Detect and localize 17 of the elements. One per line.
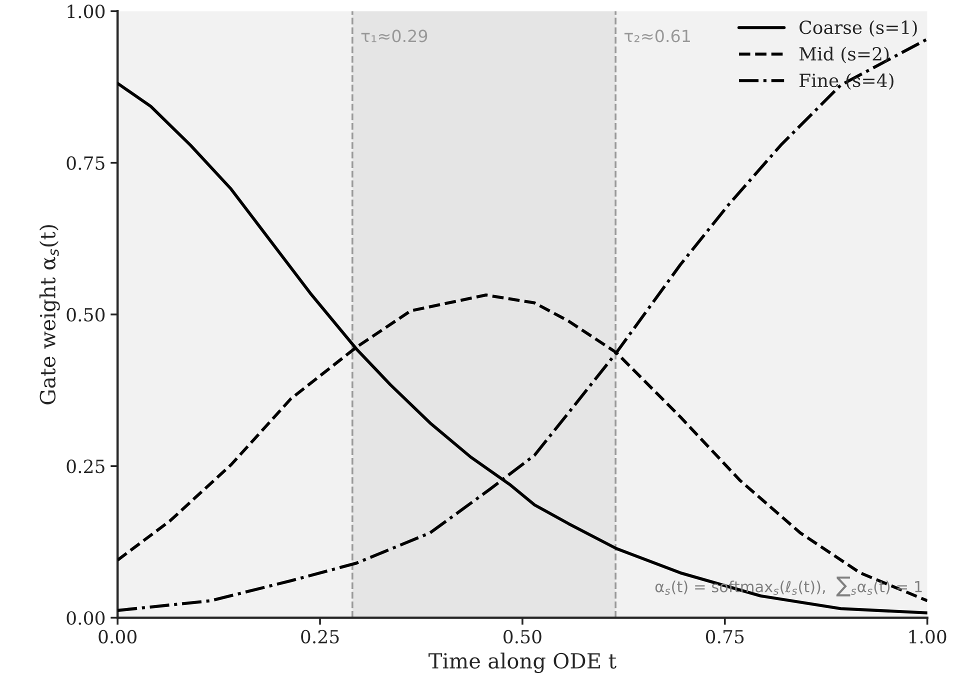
y-axis-title: Gate weight α$_{s}$(t) [39, 225, 60, 404]
ref-line-label: τ₂≈0.61 [624, 30, 690, 42]
x-tick-label: 0.25 [301, 630, 339, 644]
y-tick-label: 0.25 [66, 460, 104, 474]
legend-label: Mid (s=2) [799, 46, 889, 64]
legend-label: Fine (s=4) [800, 73, 894, 90]
x-tick-label: 0.00 [98, 630, 136, 644]
y-tick-label: 0.00 [66, 611, 105, 625]
y-tick-label: 1.00 [68, 4, 105, 18]
x-tick-label: 0.75 [706, 630, 744, 644]
y-tick-label: 0.50 [66, 308, 105, 322]
x-tick-label: 0.50 [504, 630, 542, 644]
x-tick-label: 1.00 [909, 630, 946, 644]
legend-label: Coarse (s=1) [800, 20, 917, 37]
x-axis-title: Time along ODE t [428, 652, 616, 674]
y-tick-label: 0.75 [66, 156, 104, 170]
ref-line-label: τ₁≈0.29 [361, 30, 428, 42]
